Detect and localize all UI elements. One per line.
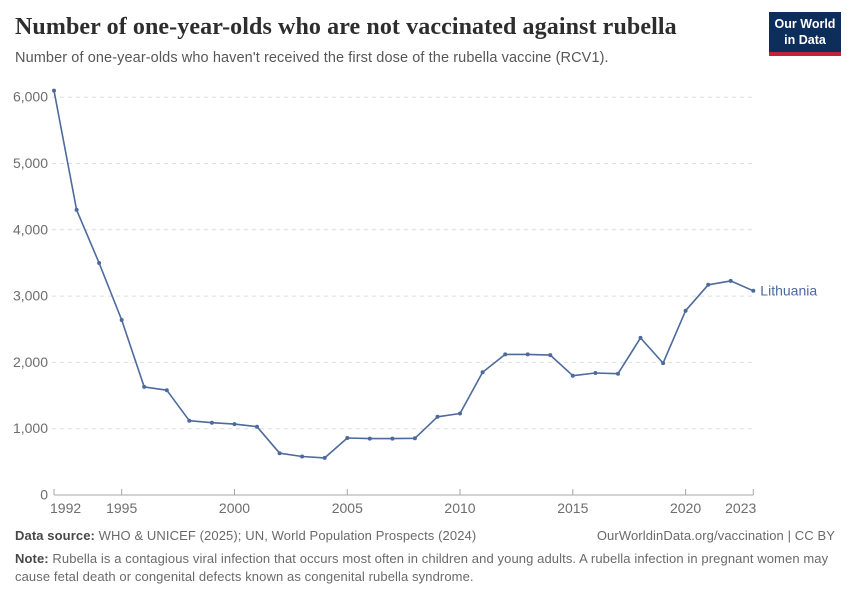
- data-source-line: Data source: WHO & UNICEF (2025); UN, Wo…: [15, 528, 476, 543]
- svg-text:4,000: 4,000: [13, 221, 48, 237]
- svg-text:Lithuania: Lithuania: [760, 282, 817, 298]
- svg-text:2,000: 2,000: [13, 354, 48, 370]
- data-source-value: WHO & UNICEF (2025); UN, World Populatio…: [94, 528, 477, 543]
- svg-text:2015: 2015: [557, 500, 588, 516]
- note-line: Note: Rubella is a contagious viral infe…: [15, 550, 835, 586]
- svg-text:2005: 2005: [332, 500, 363, 516]
- data-source-label: Data source:: [15, 528, 95, 543]
- line-chart-canvas[interactable]: 0 1,000 2,000 3,000 4,000 5,000 6,000 1992 1995 2…: [0, 0, 850, 520]
- svg-text:1,000: 1,000: [13, 420, 48, 436]
- svg-text:0: 0: [40, 487, 48, 503]
- svg-text:5,000: 5,000: [13, 155, 48, 171]
- chart-footer: Data source: WHO & UNICEF (2025); UN, Wo…: [15, 528, 835, 586]
- svg-text:2010: 2010: [444, 500, 475, 516]
- note-text: Rubella is a contagious viral infection …: [15, 551, 829, 585]
- chart-header: Number of one-year-olds who are not vacc…: [15, 12, 841, 66]
- owid-logo-line2: in Data: [784, 32, 826, 47]
- svg-text:2020: 2020: [670, 500, 701, 516]
- page-title: Number of one-year-olds who are not vacc…: [15, 14, 677, 40]
- svg-text:1992: 1992: [50, 500, 81, 516]
- svg-text:1995: 1995: [106, 500, 137, 516]
- note-label: Note:: [15, 551, 49, 566]
- svg-text:6,000: 6,000: [13, 89, 48, 105]
- owid-link[interactable]: OurWorldinData.org/vaccination | CC BY: [596, 528, 835, 543]
- svg-text:3,000: 3,000: [13, 288, 48, 304]
- owid-logo[interactable]: Our World in Data: [769, 12, 841, 56]
- svg-text:2023: 2023: [725, 500, 756, 516]
- page-subtitle: Number of one-year-olds who haven't rece…: [15, 50, 609, 66]
- svg-text:2000: 2000: [219, 500, 250, 516]
- owid-logo-line1: Our World: [774, 17, 836, 31]
